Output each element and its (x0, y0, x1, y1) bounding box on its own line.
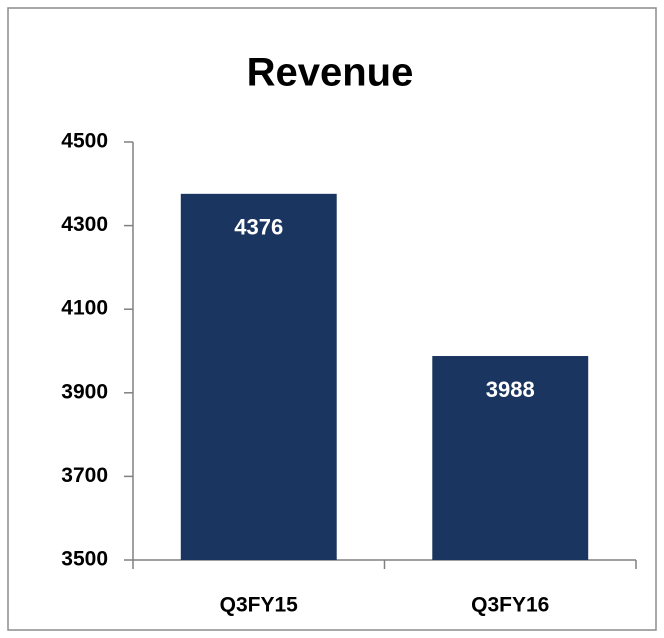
bar (432, 356, 589, 560)
y-tick-label: 4100 (61, 297, 108, 320)
x-tick-label: Q3FY15 (220, 594, 299, 617)
bar (180, 193, 337, 560)
y-tick-label: 3900 (61, 380, 108, 403)
data-label: 4376 (234, 215, 283, 240)
y-tick-label: 3500 (61, 548, 108, 571)
chart-title: Revenue (247, 51, 414, 95)
x-tick-label: Q3FY16 (471, 594, 549, 617)
y-tick-label: 4500 (61, 130, 108, 153)
data-label: 3988 (486, 377, 535, 402)
y-tick-label: 4300 (61, 213, 108, 236)
y-tick-label: 3700 (61, 464, 108, 487)
